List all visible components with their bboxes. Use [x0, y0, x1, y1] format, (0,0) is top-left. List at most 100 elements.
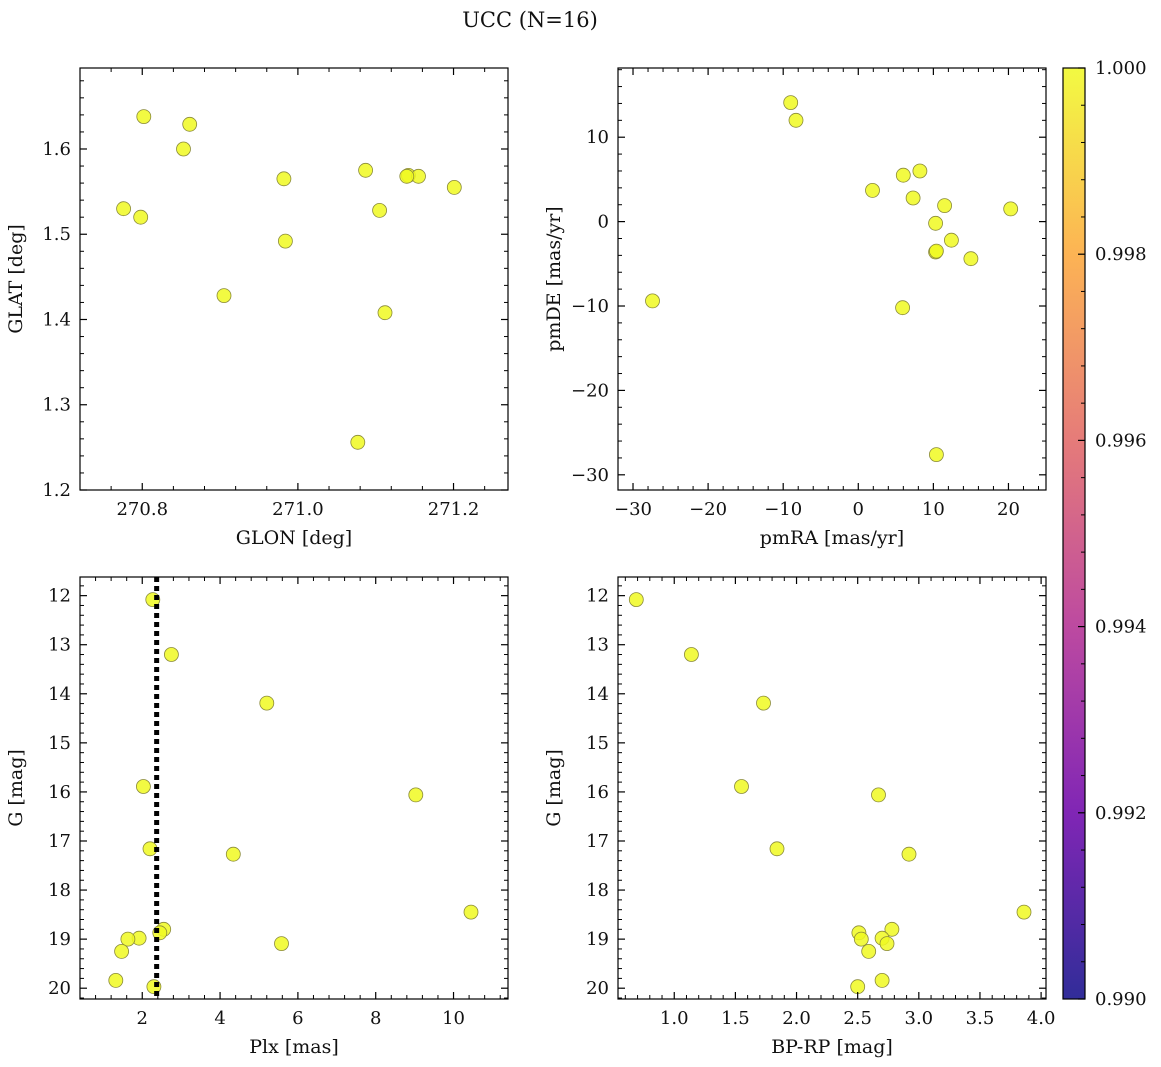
x-axis-label: GLON [deg]	[236, 527, 352, 549]
data-point	[133, 209, 149, 225]
colorbar-gradient	[1062, 67, 1086, 1000]
x-tick-label: 2	[137, 1008, 148, 1029]
x-axis-label: pmRA [mas/yr]	[760, 527, 904, 549]
y-tick-label: 1.3	[42, 395, 71, 416]
x-tick-label: 2.5	[843, 1008, 872, 1029]
x-tick-label: 10	[922, 499, 945, 520]
y-tick-label: 1.5	[42, 224, 71, 245]
data-point	[734, 779, 749, 794]
data-point	[277, 233, 293, 249]
axes-frame	[617, 576, 1047, 1000]
data-point	[276, 171, 292, 187]
data-point	[463, 904, 479, 920]
y-tick-label: 1.6	[42, 139, 71, 160]
y-tick-label: 12	[586, 586, 609, 607]
data-point	[929, 447, 944, 463]
data-point	[645, 293, 660, 309]
x-tick-label: 8	[370, 1008, 381, 1029]
colorbar-tick-label: 0.996	[1095, 430, 1147, 451]
data-point	[853, 931, 869, 947]
x-axis-label: BP-RP [mag]	[771, 1036, 893, 1058]
x-tick-label: 2.0	[782, 1008, 811, 1029]
data-point	[684, 647, 699, 662]
panel-plx-g: 2 4 6 8 10 12 13 14 15 16 17 18 19 20 Plx [mas] G [mag]	[5, 576, 509, 1058]
x-tick-label: 1.5	[721, 1008, 750, 1029]
data-point	[861, 944, 877, 959]
x-tick-label: 3.5	[966, 1008, 995, 1029]
colorbar-tick-label: 0.990	[1095, 989, 1147, 1010]
y-tick-label: −20	[571, 380, 609, 401]
axes-frame	[617, 67, 1047, 491]
data-point	[377, 305, 393, 321]
data-point	[120, 931, 136, 947]
y-tick-label: 20	[48, 978, 71, 999]
x-tick-label: −10	[764, 499, 802, 520]
data-point	[901, 846, 917, 862]
y-axis-label: G [mag]	[5, 749, 27, 827]
y-tick-label: 13	[48, 635, 71, 656]
colorbar-tick-label: 1.000	[1095, 58, 1147, 79]
data-point	[628, 592, 644, 607]
data-point	[928, 215, 943, 231]
data-point	[135, 779, 151, 794]
data-point	[182, 116, 198, 132]
y-tick-label: 13	[586, 635, 609, 656]
y-tick-label: 18	[586, 880, 609, 901]
data-point	[1016, 904, 1032, 920]
data-point	[136, 109, 152, 124]
colorbar-tick-label: 0.994	[1095, 617, 1147, 638]
data-point	[225, 846, 241, 862]
x-tick-label: 4	[214, 1008, 225, 1029]
y-tick-label: 15	[48, 733, 71, 754]
axes-frame	[79, 67, 509, 491]
y-tick-label: 20	[586, 978, 609, 999]
data-point	[895, 167, 911, 183]
data-point	[446, 179, 462, 195]
data-point	[874, 973, 890, 988]
data-point	[905, 190, 921, 206]
data-point	[274, 936, 289, 951]
y-tick-label: 1.2	[42, 480, 71, 501]
data-point	[408, 787, 424, 803]
data-point	[912, 163, 928, 179]
data-point	[756, 695, 771, 711]
data-point	[963, 251, 979, 267]
data-point	[850, 979, 866, 995]
y-axis-label: G [mag]	[543, 749, 565, 827]
x-tick-label: 20	[997, 499, 1020, 520]
data-point	[879, 936, 895, 951]
figure-title: UCC (N=16)	[462, 8, 598, 32]
axes-frame	[79, 576, 509, 1000]
panel-bprp-g: 1.0 1.5 2.0 2.5 3.0 3.5 4.0 12 13 14 15 16 17 18 19 20 B…	[543, 576, 1055, 1058]
data-point	[769, 841, 785, 857]
y-tick-label: 14	[48, 684, 71, 705]
y-tick-label: 18	[48, 880, 71, 901]
y-tick-label: 19	[586, 929, 609, 950]
data-point	[358, 162, 374, 178]
y-tick-label: 0	[598, 212, 609, 233]
x-axis-label: Plx [mas]	[249, 1036, 339, 1058]
panels: 270.8 271.0 271.2 1.2 1.3 1.4 1.5 1.6 GLON [deg]…	[5, 67, 1055, 1058]
data-point	[884, 921, 900, 937]
data-point	[937, 198, 952, 214]
y-axis-label: GLAT [deg]	[5, 224, 27, 334]
y-tick-label: 14	[586, 684, 609, 705]
y-tick-label: −30	[571, 465, 609, 486]
x-tick-label: −30	[614, 499, 652, 520]
data-point	[865, 182, 880, 198]
y-tick-label: 16	[586, 782, 609, 803]
colorbar-tick-label: 0.992	[1095, 803, 1147, 824]
data-point	[108, 973, 124, 988]
x-tick-label: 270.8	[116, 499, 168, 520]
y-tick-label: 16	[48, 782, 71, 803]
y-tick-label: 12	[48, 586, 71, 607]
y-tick-label: 10	[586, 127, 609, 148]
data-point	[871, 787, 886, 803]
panel-pmra-pmde: −30 −20 −10 0 10 20 −30 −20 −10 0 10 pmRA [mas/yr] p…	[543, 67, 1047, 549]
x-tick-label: 271.0	[272, 499, 324, 520]
colorbar: 0.990 0.992 0.994 0.996 0.998 1.000	[1062, 58, 1147, 1010]
data-point	[259, 695, 275, 711]
data-point	[216, 288, 232, 304]
data-point	[372, 202, 388, 218]
